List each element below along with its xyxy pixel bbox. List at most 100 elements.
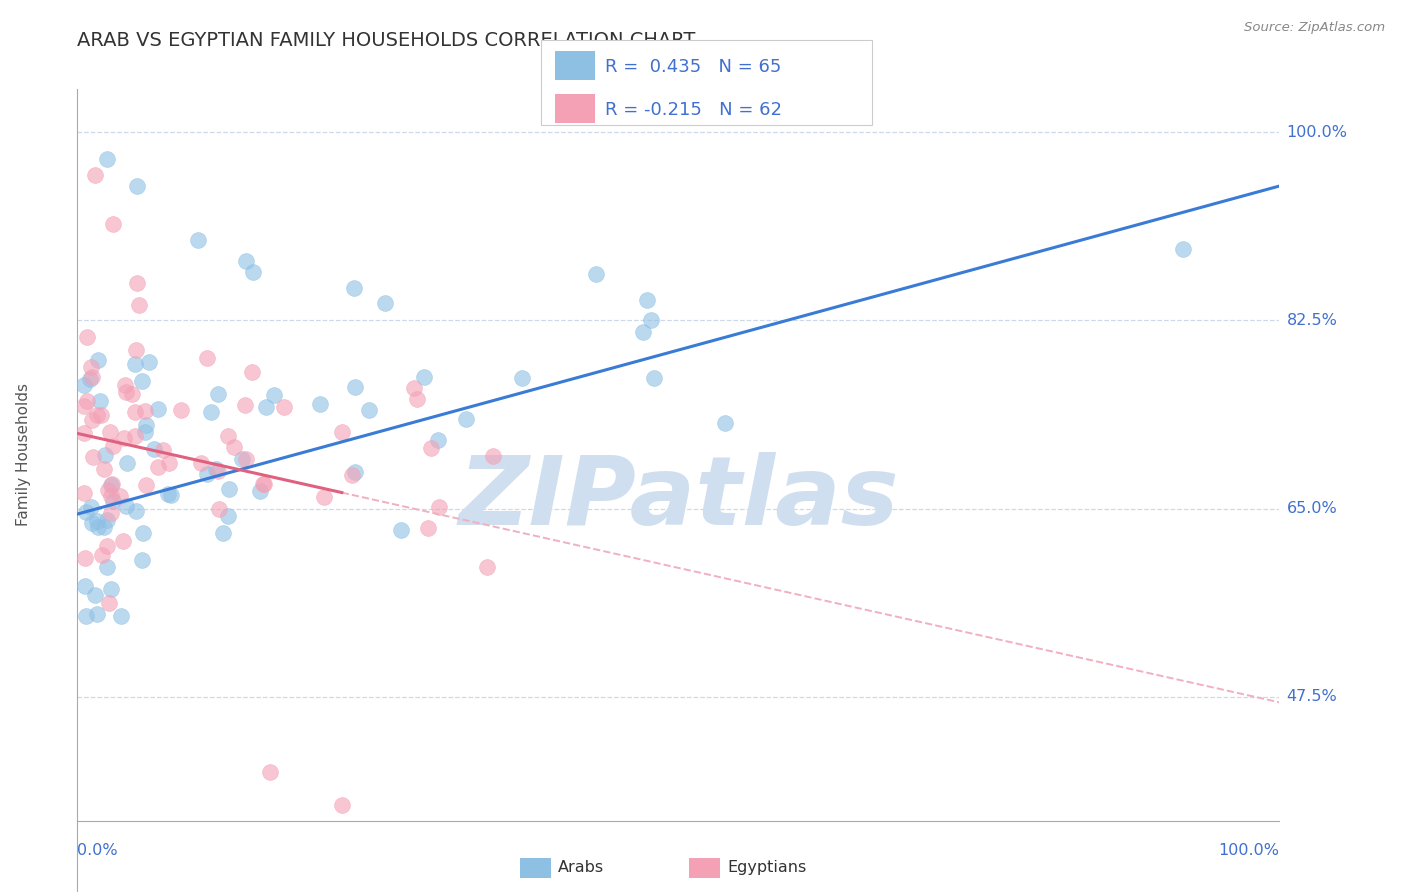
Point <box>714 416 737 430</box>
Point <box>73 400 96 414</box>
Point <box>76 394 98 409</box>
Point <box>75 505 97 519</box>
Point <box>127 276 149 290</box>
Point <box>111 533 134 548</box>
Point <box>205 462 228 476</box>
Point <box>100 478 122 492</box>
Text: R = -0.215   N = 62: R = -0.215 N = 62 <box>605 101 782 119</box>
Point <box>128 298 150 312</box>
Point <box>80 370 103 384</box>
Point <box>131 553 153 567</box>
Point <box>200 404 222 418</box>
Point <box>93 462 115 476</box>
Point <box>125 504 148 518</box>
Point <box>86 514 108 528</box>
Point <box>235 452 257 467</box>
Point <box>142 442 165 456</box>
Point <box>413 369 436 384</box>
Point <box>510 371 533 385</box>
Point <box>73 426 96 441</box>
Point <box>101 439 124 453</box>
Text: R =  0.435   N = 65: R = 0.435 N = 65 <box>605 58 780 76</box>
Point <box>80 413 103 427</box>
Point <box>222 440 245 454</box>
Point <box>79 360 101 375</box>
Point <box>96 559 118 574</box>
Point <box>100 506 122 520</box>
Point <box>115 456 138 470</box>
Point <box>97 483 120 497</box>
Point <box>76 330 98 344</box>
Point <box>80 516 103 531</box>
Point <box>135 417 157 432</box>
Point <box>101 494 124 508</box>
Point <box>631 325 654 339</box>
Point <box>75 609 97 624</box>
Point <box>263 387 285 401</box>
Point <box>94 448 117 462</box>
Point <box>110 609 132 624</box>
Point <box>84 168 107 182</box>
Point <box>132 525 155 540</box>
Point <box>242 265 264 279</box>
Point <box>100 582 122 597</box>
Point <box>406 392 429 407</box>
Point <box>90 409 112 423</box>
Point <box>98 425 121 439</box>
Point <box>240 365 263 379</box>
Point <box>359 402 381 417</box>
Point <box>96 539 118 553</box>
Point <box>312 490 335 504</box>
Text: 47.5%: 47.5% <box>1286 690 1337 705</box>
Text: Source: ZipAtlas.com: Source: ZipAtlas.com <box>1244 21 1385 34</box>
Point <box>157 486 180 500</box>
Point <box>86 408 108 422</box>
Point <box>343 380 366 394</box>
Point <box>481 450 503 464</box>
Point <box>636 293 658 307</box>
Point <box>96 513 118 527</box>
Point <box>416 521 439 535</box>
Point <box>75 550 97 565</box>
Point <box>342 281 364 295</box>
Point <box>342 467 364 482</box>
Point <box>75 579 97 593</box>
Point <box>252 476 274 491</box>
Point <box>86 607 108 621</box>
Point <box>148 401 170 416</box>
Point <box>585 268 607 282</box>
Text: Arabs: Arabs <box>558 861 605 875</box>
Point <box>96 152 118 166</box>
Point <box>127 179 149 194</box>
Point <box>233 398 256 412</box>
Point <box>83 588 105 602</box>
Point <box>344 465 367 479</box>
Point <box>114 499 136 513</box>
Text: 0.0%: 0.0% <box>77 843 118 858</box>
Point <box>80 500 103 515</box>
Point <box>114 384 136 399</box>
Point <box>98 596 121 610</box>
Point <box>190 456 212 470</box>
Point <box>79 372 101 386</box>
Point <box>212 525 235 540</box>
Point <box>146 460 169 475</box>
Point <box>454 412 477 426</box>
Point <box>420 441 443 455</box>
Point <box>73 378 96 392</box>
Point <box>108 489 131 503</box>
Point <box>402 381 425 395</box>
Text: 100.0%: 100.0% <box>1219 843 1279 858</box>
Point <box>253 476 276 491</box>
Point <box>100 476 122 491</box>
Point <box>124 357 146 371</box>
Point <box>254 400 277 414</box>
Point <box>389 523 412 537</box>
Point <box>73 486 96 500</box>
Point <box>82 450 104 464</box>
Point <box>135 477 157 491</box>
Point <box>207 387 229 401</box>
Point <box>259 765 281 780</box>
Point <box>89 393 111 408</box>
Point <box>427 500 450 515</box>
